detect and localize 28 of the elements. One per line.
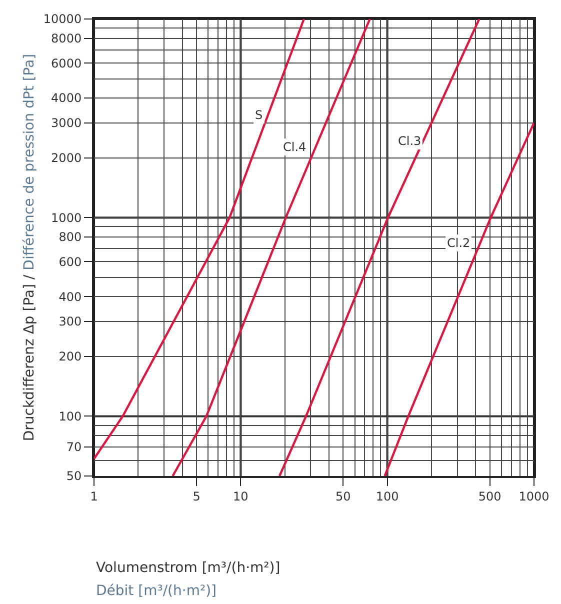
y-tick-label: 600 (58, 254, 82, 269)
y-tick-label: 400 (58, 290, 82, 304)
x-tick-label: 50 (336, 489, 351, 504)
x-tick-label: 100 (376, 489, 399, 504)
annotation: Cl.2 (447, 236, 470, 250)
x-tick-label: 1 (90, 489, 98, 504)
y-tick-label: 100 (58, 409, 82, 424)
x-tick-label: 500 (478, 489, 502, 504)
annotation: Cl.4 (283, 140, 306, 154)
y-tick-label: 70 (66, 440, 82, 454)
y-axis-title: Druckdifferenz Δp [Pa] / Différence de pression dPt [Pa] (22, 54, 38, 442)
y-tick-label: 200 (58, 350, 82, 364)
y-tick-label: 8000 (51, 31, 82, 46)
annotation: Cl.3 (398, 134, 422, 148)
y-tick-label: 6000 (51, 56, 82, 70)
y-tick-label: 10000 (43, 12, 82, 26)
x-tick-label: 1000 (518, 489, 550, 504)
y-tick-label: 4000 (51, 91, 82, 106)
x-tick-label: 5 (192, 489, 200, 504)
x-axis-title: Volumenstrom [m³/(h·m²)] Débit [m³/(h·m²)] (96, 560, 280, 599)
y-tick-label: 1000 (51, 210, 82, 225)
y-tick-label: 2000 (51, 151, 82, 166)
y-tick-label: 300 (58, 314, 82, 329)
y-tick-label: 3000 (51, 116, 82, 130)
annotation: S (255, 108, 263, 122)
y-tick-label: 800 (58, 230, 82, 244)
x-tick-label: 10 (233, 489, 248, 504)
y-tick-label: 50 (66, 469, 82, 484)
